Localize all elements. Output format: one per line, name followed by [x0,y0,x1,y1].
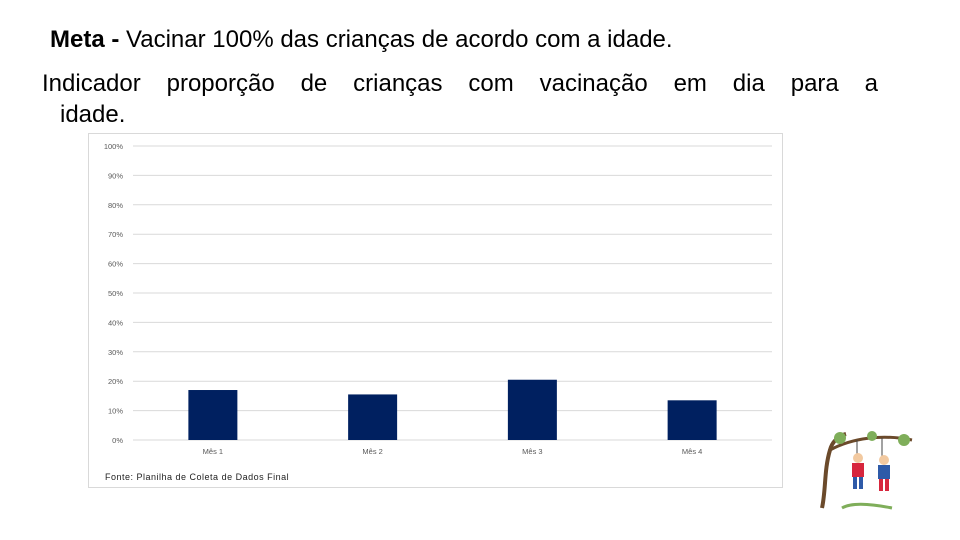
meta-label: Meta - [50,26,127,53]
y-tick-label: 30% [108,348,123,357]
x-tick-label: Mês 3 [522,447,542,456]
meta-heading: Meta - Vacinar 100% das crianças de acor… [50,26,673,54]
source-note: Fonte: Planilha de Coleta de Dados Final [105,472,290,482]
bar-chart: 0% 10% 20% 30% 40% 50% 60% 70% 80% 90% 100% Mês 1 Mê… [104,142,772,456]
y-tick-label: 10% [108,407,123,416]
bar [348,394,398,440]
y-tick-label: 60% [108,260,123,269]
children-swinging-tree-icon [820,431,913,510]
indicator-text-line2: idade. [60,101,126,128]
indicator-text-line1: Indicador proporção de crianças com vaci… [42,70,878,97]
y-tick-label: 50% [108,289,123,298]
bar [188,390,238,440]
bar [667,400,717,440]
y-tick-label: 0% [112,436,123,445]
y-tick-label: 90% [108,171,123,180]
y-tick-label: 70% [108,230,123,239]
x-tick-label: Mês 1 [203,447,223,456]
y-tick-label: 40% [108,318,123,327]
x-tick-label: Mês 4 [682,447,702,456]
y-tick-label: 20% [108,377,123,386]
y-tick-label: 100% [104,142,124,151]
x-tick-label: Mês 2 [362,447,382,456]
y-tick-label: 80% [108,201,123,210]
chart-area: 0% 10% 20% 30% 40% 50% 60% 70% 80% 90% 100% Mês 1 Mê… [88,133,783,488]
bar [507,379,557,440]
meta-text: Vacinar 100% das crianças de acordo com … [126,26,673,53]
